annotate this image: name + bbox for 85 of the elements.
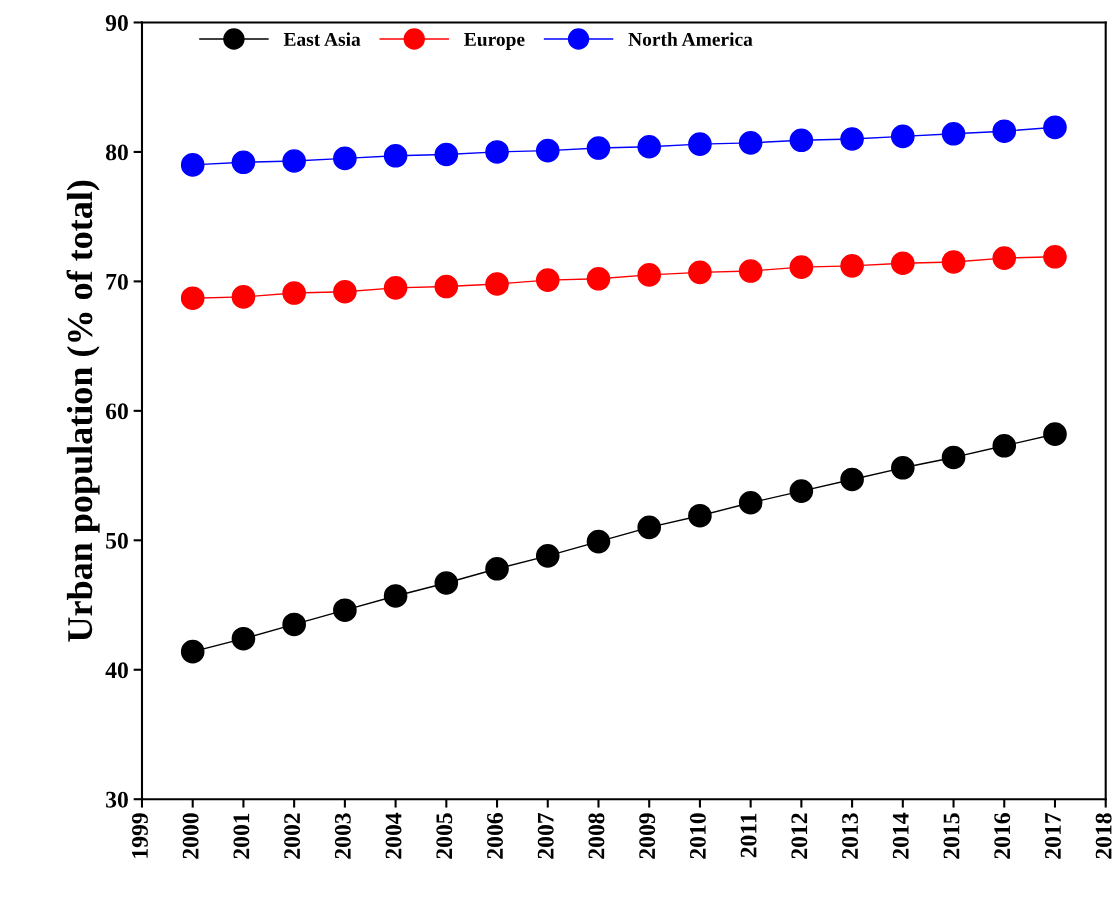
point (586, 266, 611, 291)
point (535, 268, 560, 292)
point (992, 433, 1017, 458)
x-tick-label: 2002 (284, 813, 301, 859)
x-tick-label: 2018 (1095, 813, 1112, 859)
x-tick-label: 2015 (943, 813, 960, 859)
point (637, 134, 662, 159)
point (688, 260, 712, 285)
point (992, 119, 1017, 144)
x-tick-label: 1999 (132, 813, 148, 858)
point (535, 544, 560, 568)
legend-label: North America (628, 32, 753, 46)
point (434, 274, 459, 299)
point (789, 255, 814, 279)
y-tick-label: 50 (106, 532, 128, 549)
point (1043, 115, 1067, 140)
point (485, 272, 509, 296)
point (282, 612, 306, 637)
x-tick-label: 2007 (537, 812, 554, 859)
point (688, 132, 712, 156)
point (231, 626, 256, 651)
y-tick-label: 40 (105, 662, 128, 679)
point (231, 285, 256, 309)
point (434, 571, 459, 595)
y-tick-label: 70 (106, 273, 128, 290)
point (1043, 244, 1067, 269)
point (586, 136, 611, 160)
point (840, 127, 864, 151)
point (1043, 422, 1067, 446)
x-tick-label: 2003 (334, 813, 351, 859)
legend-label: East Asia (283, 32, 361, 46)
x-tick-label: 2014 (892, 812, 909, 859)
point (383, 584, 408, 608)
point (891, 251, 915, 276)
point (840, 254, 864, 278)
point (789, 479, 814, 503)
point (789, 128, 814, 153)
point (738, 490, 763, 515)
point (383, 276, 408, 300)
point (738, 131, 763, 155)
x-tick-label: 2001 (233, 813, 250, 859)
point (941, 445, 966, 470)
point (941, 122, 966, 146)
x-tick-label: 2006 (487, 813, 503, 859)
point (891, 124, 915, 149)
point (840, 467, 864, 492)
point (180, 153, 205, 177)
x-tick-label: 2004 (385, 812, 402, 859)
x-tick-label: 2013 (842, 813, 858, 859)
point (180, 639, 205, 664)
x-tick-label: 2010 (689, 813, 706, 859)
point (992, 246, 1017, 270)
point (333, 279, 357, 304)
point (485, 556, 509, 581)
point (535, 138, 560, 163)
point (891, 455, 915, 480)
point (485, 140, 509, 164)
x-tick-label: 2000 (182, 813, 199, 859)
point (282, 149, 306, 173)
x-tick-label: 2012 (791, 813, 808, 859)
point (688, 503, 712, 528)
point (637, 263, 662, 287)
point (180, 286, 205, 311)
x-tick-label: 2016 (994, 813, 1011, 859)
point (637, 515, 662, 540)
y-tick-label: 30 (106, 791, 128, 808)
point (383, 144, 408, 168)
point (738, 259, 763, 283)
legend-label: Europe (464, 33, 525, 50)
x-tick-label: 2017 (1044, 812, 1061, 859)
point (586, 529, 611, 554)
point (941, 250, 966, 274)
y-axis-title: Urban population (% of total) (66, 180, 100, 642)
point (434, 142, 459, 167)
x-tick-label: 2009 (639, 813, 656, 859)
point (231, 150, 256, 175)
x-tick-label: 2011 (740, 813, 757, 858)
y-tick-label: 80 (105, 144, 128, 161)
y-tick-label: 60 (105, 403, 128, 420)
x-tick-label: 2008 (588, 813, 605, 859)
point (282, 281, 306, 305)
point (333, 146, 357, 171)
point (333, 598, 357, 623)
y-tick-label: 90 (105, 14, 128, 31)
x-tick-label: 2005 (436, 813, 453, 859)
